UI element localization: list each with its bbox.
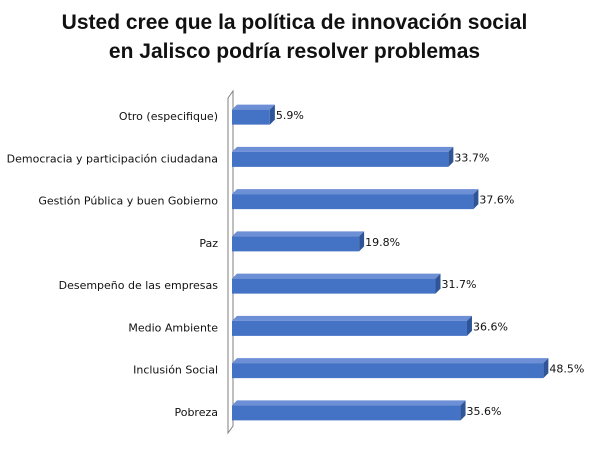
bar-side-2 [473,189,479,210]
bar-side-4 [435,273,441,294]
bar-3 [232,236,360,252]
bar-top-4 [232,273,441,279]
category-label-6: Inclusión Social [133,364,218,377]
value-label-5: 36.6% [473,320,508,333]
axis-wall [227,89,234,435]
chart-title-line-2: en Jalisco podría resolver problemas [108,40,481,63]
value-label-4: 31.7% [442,278,477,291]
category-label-3: Paz [199,237,218,250]
bar-side-3 [359,231,365,252]
value-label-1: 33.7% [454,151,489,164]
bar-side-6 [543,358,549,379]
category-label-2: Gestión Pública y buen Gobierno [38,195,218,208]
bar-6 [232,363,544,379]
value-label-3: 19.8% [365,236,400,249]
bar-side-0 [269,104,275,125]
bar-2 [232,194,474,210]
chart-title: Usted cree que la política de innovación… [0,8,589,66]
bar-top-5 [232,315,472,321]
bar-top-1 [232,146,454,152]
category-label-4: Desempeño de las empresas [59,279,219,292]
bar-side-7 [460,400,466,421]
bar-top-6 [232,358,549,364]
category-label-1: Democracia y participación ciudadana [7,152,218,165]
category-label-7: Pobreza [174,406,218,419]
bar-top-2 [232,189,479,195]
value-label-2: 37.6% [479,194,514,207]
value-label-6: 48.5% [549,363,584,376]
chart-title-line-1: Usted cree que la política de innovación… [61,11,528,34]
bar-side-5 [466,315,472,336]
bar-5 [232,320,467,336]
value-label-7: 35.6% [467,405,502,418]
bar-top-3 [232,231,365,237]
bar-1 [232,151,449,167]
bar-side-1 [448,146,454,167]
value-label-0: 5.9% [276,109,304,122]
bar-7 [232,405,461,421]
category-label-5: Medio Ambiente [128,321,218,334]
bar-4 [232,278,436,294]
bar-top-7 [232,400,466,406]
category-label-0: Otro (especifique) [119,110,218,123]
bar-0 [232,109,270,125]
bar-top-0 [232,104,275,110]
